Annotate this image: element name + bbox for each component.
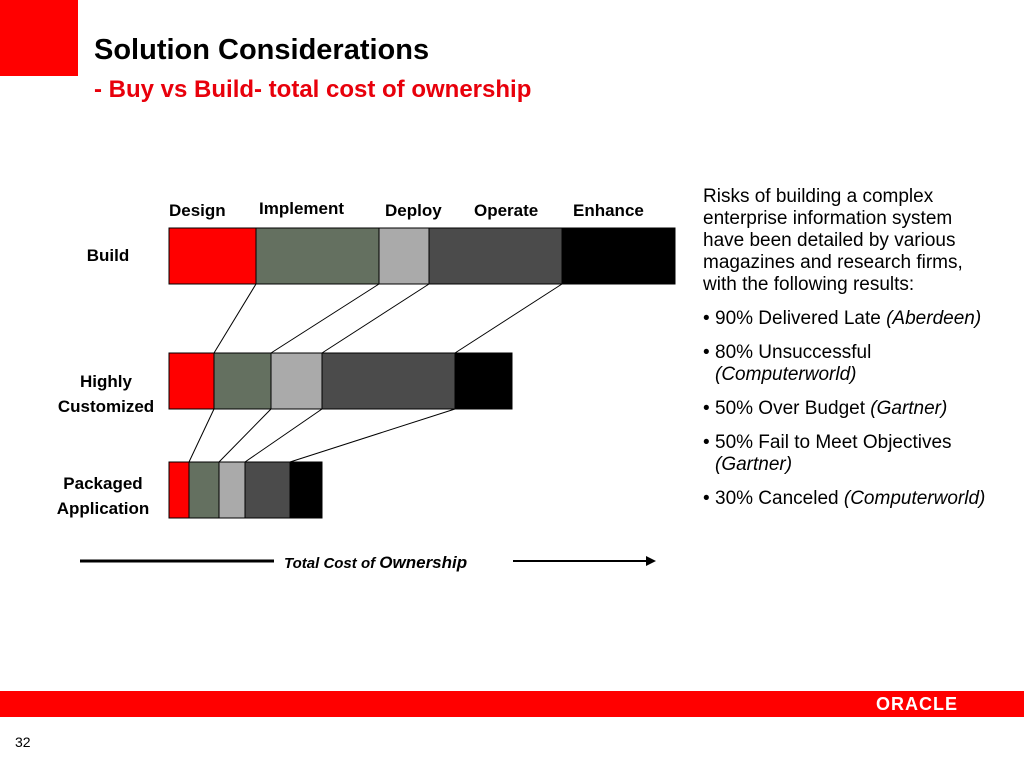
phase-label-deploy: Deploy (385, 201, 442, 220)
risk-item-text: 90% Delivered Late (715, 308, 887, 329)
bar-segment-packaged-application-design (168, 461, 190, 519)
risks-panel: Risks of building a complex enterprise i… (703, 186, 993, 522)
risk-item-source: (Gartner) (870, 398, 948, 419)
risk-item-source: (Computerworld) (715, 364, 857, 385)
risk-item: • 50% Over Budget (Gartner) (703, 398, 993, 420)
bar-segment-packaged-application-implement (188, 461, 220, 519)
bullet-dot-icon: • (703, 342, 710, 363)
row-label-build-line1: Build (86, 246, 130, 265)
connector-line (454, 283, 563, 354)
bar-segment-packaged-application-operate (244, 461, 291, 519)
bar-segment-build-implement (255, 227, 380, 285)
tco-arrow-head-icon (646, 556, 656, 566)
bar-segment-highly-customized-design (168, 352, 215, 410)
bar-segment-packaged-application-enhance (289, 461, 323, 519)
risk-item-source: (Aberdeen) (886, 308, 982, 329)
row-label-highly-line1: Highly (80, 372, 132, 391)
connector-line (244, 408, 323, 463)
connector-line (321, 283, 430, 354)
risk-item: • 90% Delivered Late (Aberdeen) (703, 308, 993, 330)
bullet-dot-icon: • (703, 398, 710, 419)
bar-segment-build-operate (428, 227, 563, 285)
risk-item-text: 50% Over Budget (715, 398, 871, 419)
connector-line (289, 408, 456, 463)
connector-line (213, 283, 257, 354)
risk-item: • 80% Unsuccessful (Computerworld) (703, 342, 993, 386)
bar-segment-highly-customized-deploy (270, 352, 323, 410)
bullet-dot-icon: • (703, 432, 710, 453)
bullet-dot-icon: • (703, 308, 710, 329)
tco-bar-diagram (80, 227, 676, 566)
tco-label: Total Cost of Ownership (284, 553, 467, 573)
slide-title: Solution Considerations (94, 34, 430, 66)
tco-arrow (80, 556, 656, 566)
connector-line (218, 408, 272, 463)
page-number: 32 (15, 734, 31, 750)
risk-item-text: 80% Unsuccessful (715, 342, 872, 363)
oracle-logo: ORACLE (876, 694, 958, 714)
phase-label-implement: Implement (259, 199, 345, 218)
row-label-packaged-line1: Packaged (63, 474, 143, 493)
bullet-dot-icon: • (703, 488, 710, 509)
risks-intro: Risks of building a complex enterprise i… (703, 186, 963, 295)
bar-segment-build-deploy (378, 227, 430, 285)
phase-label-enhance: Enhance (573, 201, 644, 220)
risk-item: • 30% Canceled (Computerworld) (703, 488, 993, 510)
risks-list: • 90% Delivered Late (Aberdeen) • 80% Unsu… (703, 308, 993, 510)
risk-item-source: (Gartner) (715, 454, 793, 475)
row-label-packaged-application: Packaged Application (45, 471, 161, 521)
row-label-highly-line2: Customized (57, 397, 155, 416)
risk-item-text: 30% Canceled (715, 488, 844, 509)
connector-lines (188, 283, 563, 463)
connector-line (270, 283, 380, 354)
bar-segment-highly-customized-enhance (454, 352, 513, 410)
cost-bars (168, 227, 676, 519)
phase-label-operate: Operate (474, 201, 539, 220)
bar-segment-build-enhance (561, 227, 676, 285)
connector-line (188, 408, 215, 463)
row-label-highly-customized: Highly Customized (45, 369, 167, 419)
bar-segment-highly-customized-implement (213, 352, 272, 410)
bar-segment-build-design (168, 227, 257, 285)
footer-bar: ORACLE (0, 691, 1024, 717)
risk-item: • 50% Fail to Meet Objectives (Gartner) (703, 432, 993, 476)
risk-item-source: (Computerworld) (843, 488, 986, 509)
phase-label-design: Design (169, 201, 226, 220)
tco-label-prefix: Total Cost of (284, 555, 380, 572)
red-corner-square (0, 0, 78, 76)
bar-segment-highly-customized-operate (321, 352, 456, 410)
tco-label-emphasis: Ownership (379, 553, 468, 572)
slide-subtitle: - Buy vs Build- total cost of ownership (94, 76, 532, 103)
risk-item-text: 50% Fail to Meet Objectives (715, 432, 952, 453)
row-label-packaged-line2: Application (56, 499, 150, 518)
row-label-build: Build (78, 243, 138, 268)
bar-segment-packaged-application-deploy (218, 461, 246, 519)
